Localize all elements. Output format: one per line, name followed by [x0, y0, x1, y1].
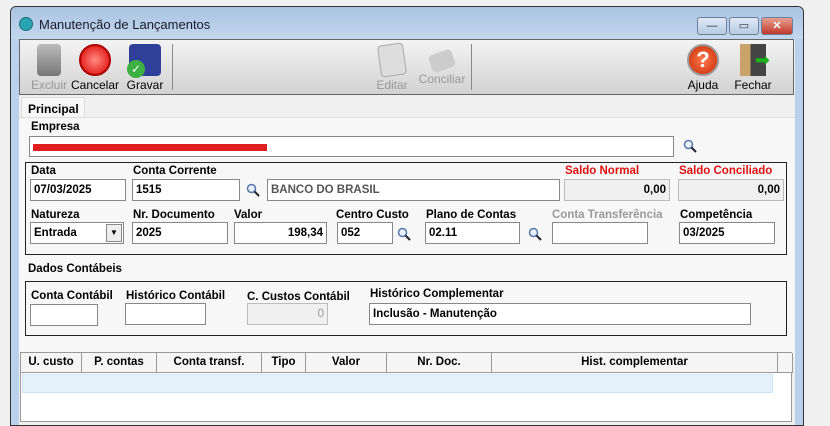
conta-corrente-field[interactable]: 1515	[132, 179, 240, 201]
historico-contabil-label: Histórico Contábil	[126, 290, 226, 302]
conta-transferencia-label: Conta Transferência	[552, 209, 663, 221]
trash-icon	[37, 44, 61, 76]
conta-corrente-label: Conta Corrente	[133, 165, 217, 177]
search-icon[interactable]	[683, 139, 697, 153]
reconcile-icon	[427, 48, 457, 74]
plano-contas-label: Plano de Contas	[426, 209, 517, 221]
search-icon[interactable]	[246, 183, 260, 197]
natureza-label: Natureza	[31, 209, 80, 221]
minimize-button[interactable]: —	[697, 17, 727, 35]
column-header[interactable]: Conta transf.	[157, 353, 262, 373]
data-field[interactable]: 07/03/2025	[30, 179, 126, 201]
banco-field: BANCO DO BRASIL	[267, 179, 560, 201]
table-row[interactable]	[22, 374, 773, 393]
lancamento-group	[25, 162, 787, 255]
empresa-field[interactable]	[29, 136, 674, 157]
app-icon	[19, 17, 33, 31]
saldo-conciliado-field: 0,00	[678, 179, 784, 201]
saldo-normal-field: 0,00	[564, 179, 670, 201]
excluir-button[interactable]: Excluir	[24, 42, 74, 94]
saldo-normal-label: Saldo Normal	[565, 165, 640, 177]
centro-custo-field[interactable]: 052	[337, 222, 393, 244]
close-button[interactable]: ✕	[761, 17, 793, 35]
natureza-value: Entrada	[34, 227, 77, 239]
save-icon: ✓	[127, 44, 161, 78]
toolbar-separator	[172, 44, 173, 90]
toolbar: Excluir Cancelar ✓ Gravar Editar Concilia…	[19, 39, 794, 95]
saldo-conciliado-label: Saldo Conciliado	[679, 165, 773, 177]
column-header[interactable]: Hist. complementar	[492, 353, 778, 373]
valor-label: Valor	[234, 209, 263, 221]
column-header[interactable]: Valor	[306, 353, 387, 373]
dropdown-arrow-icon[interactable]: ▼	[106, 224, 122, 242]
cancelar-button[interactable]: Cancelar	[70, 42, 120, 94]
redaction-bar	[33, 144, 267, 151]
tab-principal[interactable]: Principal	[21, 97, 85, 117]
dados-contabeis-label: Dados Contábeis	[28, 263, 122, 275]
fechar-button[interactable]: ➡ Fechar	[728, 42, 778, 94]
c-custos-contabil-field: 0	[247, 303, 328, 325]
conta-contabil-label: Conta Contábil	[31, 290, 113, 302]
column-header[interactable]: Tipo	[262, 353, 306, 373]
nr-documento-label: Nr. Documento	[133, 209, 215, 221]
nr-documento-field[interactable]: 2025	[132, 222, 228, 244]
natureza-select[interactable]: Entrada ▼	[30, 222, 124, 244]
column-header[interactable]: Nr. Doc.	[387, 353, 492, 373]
c-custos-contabil-label: C. Custos Contábil	[247, 291, 350, 303]
column-header[interactable]: U. custo	[21, 353, 82, 373]
editar-button[interactable]: Editar	[367, 42, 417, 94]
conta-transferencia-field[interactable]	[552, 222, 648, 244]
search-icon[interactable]	[397, 227, 411, 241]
centro-custo-label: Centro Custo	[336, 209, 409, 221]
cancel-icon	[79, 44, 111, 76]
historico-complementar-field[interactable]: Inclusão - Manutenção	[369, 303, 751, 325]
plano-contas-field[interactable]: 02.11	[425, 222, 520, 244]
competencia-field[interactable]: 03/2025	[679, 222, 775, 244]
conta-contabil-field[interactable]	[30, 304, 98, 326]
maximize-button[interactable]: ▭	[729, 17, 759, 35]
toolbar-separator	[471, 44, 472, 90]
ajuda-button[interactable]: ? Ajuda	[678, 42, 728, 94]
edit-icon	[376, 42, 408, 78]
help-icon: ?	[687, 44, 719, 76]
lancamentos-grid: U. custo P. contas Conta transf. Tipo Va…	[20, 352, 793, 422]
window-title: Manutenção de Lançamentos	[39, 17, 211, 32]
valor-field[interactable]: 198,34	[234, 222, 327, 244]
empresa-label: Empresa	[31, 121, 80, 133]
historico-complementar-label: Histórico Complementar	[370, 288, 504, 300]
competencia-label: Competência	[680, 209, 753, 221]
data-label: Data	[31, 165, 56, 177]
conciliar-button[interactable]: Conciliar	[417, 42, 467, 94]
gravar-button[interactable]: ✓ Gravar	[120, 42, 170, 94]
dados-contabeis-group	[25, 281, 787, 336]
historico-contabil-field[interactable]	[125, 303, 206, 325]
title-bar: Manutenção de Lançamentos — ▭ ✕	[11, 7, 803, 39]
exit-door-icon: ➡	[740, 44, 770, 76]
search-icon[interactable]	[528, 227, 542, 241]
column-header-filler	[778, 353, 793, 373]
column-header[interactable]: P. contas	[82, 353, 157, 373]
